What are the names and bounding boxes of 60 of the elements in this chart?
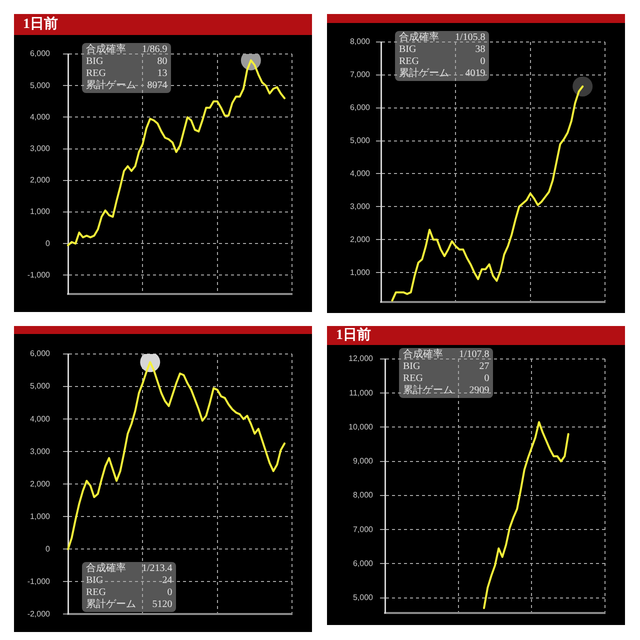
y-tick-label: 3,000 [30,446,51,456]
annotation: REG [399,56,419,67]
annotation: 5120 [152,599,172,610]
y-tick-label: 2,000 [30,176,51,185]
y-tick-label: 4,000 [30,414,51,424]
chart-title: 1日前 [23,15,58,34]
annotation: 1/86.9 [142,44,168,55]
annotation: 80 [157,56,168,67]
annotation: 累計ゲーム [86,599,136,610]
y-tick-label: 5,000 [350,136,371,146]
y-tick-label: 7,000 [352,524,374,534]
annotation: 13 [157,68,168,79]
y-tick-label: 8,000 [352,490,374,500]
y-tick-label: 5,000 [30,80,51,90]
y-tick-label: 6,000 [352,558,374,568]
annotation: REG [86,587,106,598]
y-tick-label: -1,000 [27,270,51,280]
y-tick-label: 3,000 [30,144,51,154]
y-tick-label: 4,000 [30,112,51,122]
y-tick-label: 11,000 [349,388,374,398]
annotation: REG [403,373,423,384]
annotation: 累計ゲーム [399,68,449,79]
annotation: 合成確率 [399,32,439,43]
annotation: REG [86,68,106,79]
chart-title: 1日前 [336,326,371,345]
annotation: 1/107.8 [459,349,490,360]
annotation: 0 [484,373,490,384]
annotation: 合成確率 [86,44,126,55]
annotation: 1/213.4 [142,563,172,574]
y-tick-label: 2,000 [30,479,51,488]
y-tick-label: 0 [46,238,51,248]
annotation: 1/105.8 [455,32,486,43]
y-tick-label: 9,000 [352,456,374,466]
y-tick-label: 1,000 [350,268,371,277]
y-tick-label: 3,000 [350,202,371,211]
annotation: 合成確率 [403,349,443,360]
annotation: BIG [86,56,104,67]
y-tick-label: 10,000 [348,422,374,432]
y-tick-label: 0 [46,544,51,554]
annotation: 合成確率 [86,563,126,574]
y-tick-label: 1,000 [30,207,51,216]
y-tick-label: 5,000 [30,382,51,391]
annotation: BIG [399,44,416,55]
y-tick-label: 6,000 [30,349,51,358]
y-tick-label: 4,000 [350,168,371,178]
annotation: 0 [167,587,172,598]
y-tick-label: 12,000 [348,354,374,364]
y-tick-label: 8,000 [350,37,371,46]
y-tick-label: 1,000 [30,512,51,521]
y-tick-label: 5,000 [352,593,374,602]
y-tick-label: 7,000 [350,70,371,80]
annotation: 38 [475,44,486,55]
annotation: 27 [479,361,490,372]
y-tick-label: 6,000 [30,49,51,58]
annotation: BIG [403,361,420,372]
y-tick-label: 2,000 [350,234,371,244]
annotation: 0 [480,56,486,67]
y-tick-label: -2,000 [27,609,51,618]
y-tick-label: -1,000 [27,576,51,586]
y-tick-label: 6,000 [350,103,371,112]
